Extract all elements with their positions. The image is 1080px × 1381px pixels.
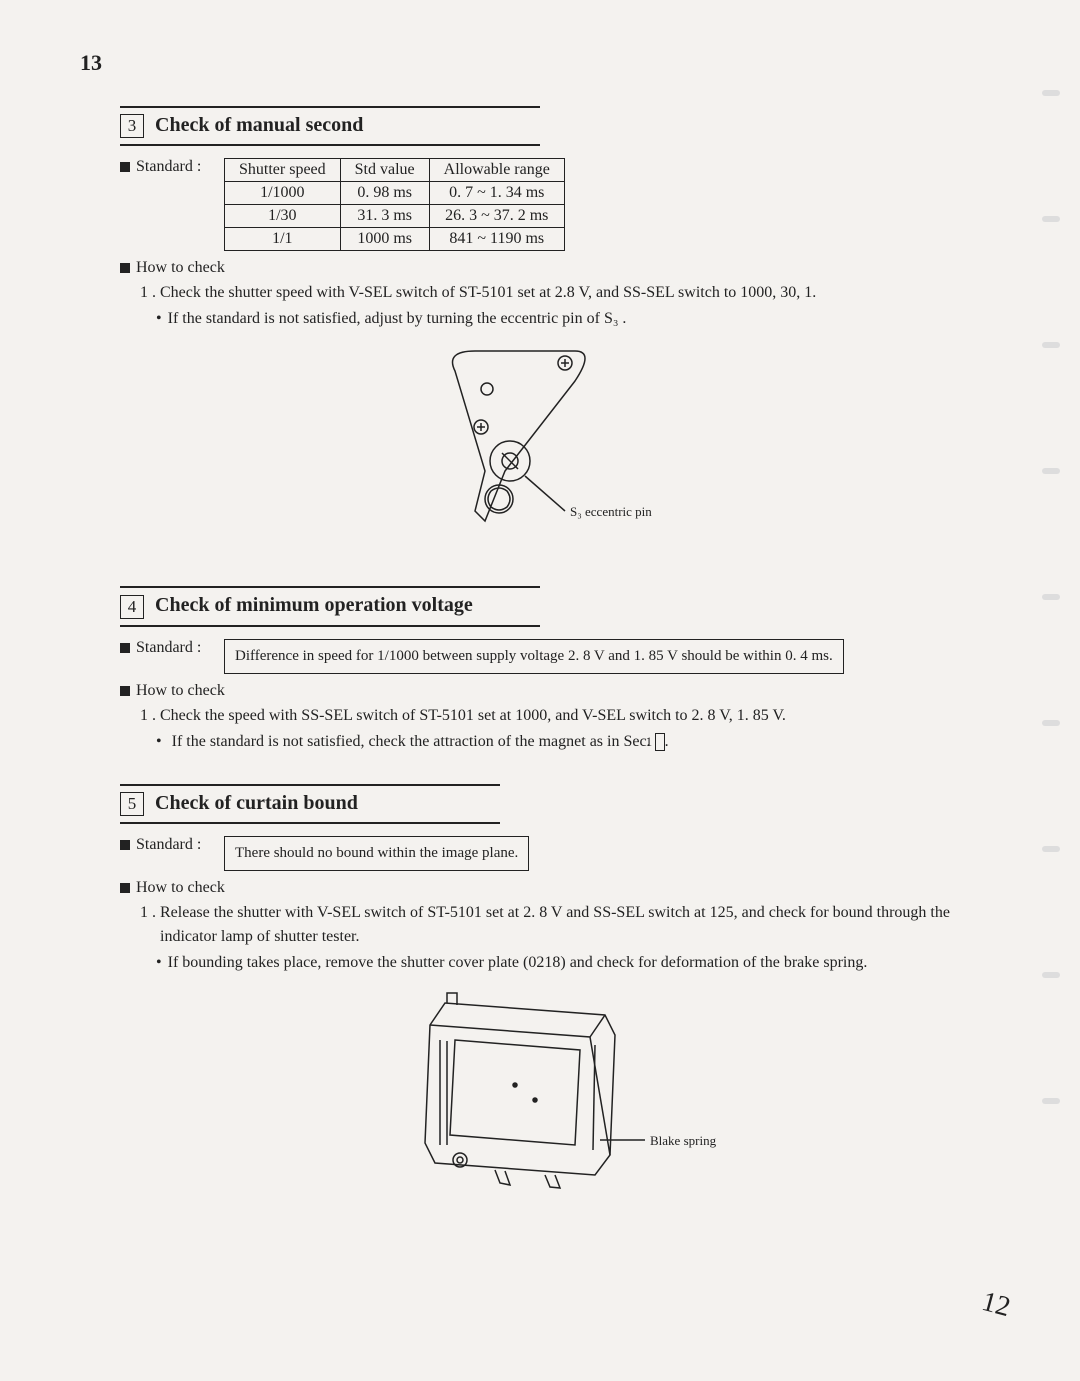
standard-box-5: There should no bound within the image p… — [224, 836, 529, 871]
standard-label-5: Standard : — [120, 836, 220, 854]
section-4-num: 4 — [120, 595, 144, 619]
th-std: Std value — [340, 159, 429, 182]
section-5: 5 Check of curtain bound Standard : Ther… — [120, 784, 990, 1210]
section-5-title: 5 Check of curtain bound — [120, 784, 500, 824]
howto-line: 1 . Release the shutter with V-SEL switc… — [160, 901, 990, 949]
howto-label-4: How to check — [120, 682, 990, 700]
section-4-title: 4 Check of minimum operation voltage — [120, 586, 540, 626]
howto-body-3: 1 . Check the shutter speed with V-SEL s… — [140, 281, 990, 331]
diagram-s3-pin: S₃ eccentric pin — [120, 341, 990, 556]
section-3-num: 3 — [120, 114, 144, 138]
howto-bullet: If bounding takes place, remove the shut… — [170, 951, 990, 975]
table-row: 1/1 1000 ms 841 ~ 1190 ms — [225, 228, 565, 251]
howto-label-5: How to check — [120, 879, 990, 897]
section-3: 3 Check of manual second Standard : Shut… — [120, 106, 990, 556]
section-3-title: 3 Check of manual second — [120, 106, 540, 146]
howto-bullet: If the standard is not satisfied, adjust… — [170, 307, 990, 331]
table-row: 1/30 31. 3 ms 26. 3 ~ 37. 2 ms — [225, 205, 565, 228]
diagram-caption-5: Blake spring — [650, 1133, 717, 1148]
page-number: 13 — [80, 50, 990, 76]
howto-line: 1 . Check the speed with SS-SEL switch o… — [160, 704, 990, 728]
howto-body-4: 1 . Check the speed with SS-SEL switch o… — [140, 704, 990, 754]
th-shutter: Shutter speed — [225, 159, 341, 182]
howto-label-3: How to check — [120, 259, 990, 277]
handwritten-page-num: 12 — [978, 1286, 1013, 1324]
diagram-brake-spring: Blake spring — [120, 985, 990, 1210]
section-3-title-text: Check of manual second — [155, 114, 363, 136]
th-range: Allowable range — [429, 159, 564, 182]
howto-body-5: 1 . Release the shutter with V-SEL switc… — [140, 901, 990, 975]
howto-bullet: If the standard is not satisfied, check … — [170, 730, 990, 754]
standard-label-3: Standard : — [120, 158, 220, 176]
section-5-title-text: Check of curtain bound — [155, 792, 358, 814]
table-row: 1/1000 0. 98 ms 0. 7 ~ 1. 34 ms — [225, 182, 565, 205]
standard-label-4: Standard : — [120, 639, 220, 657]
section-5-num: 5 — [120, 792, 144, 816]
howto-line: 1 . Check the shutter speed with V-SEL s… — [160, 281, 990, 305]
section-4: 4 Check of minimum operation voltage Sta… — [120, 586, 990, 753]
spec-table: Shutter speed Std value Allowable range … — [224, 158, 565, 251]
diagram-caption-3: S₃ eccentric pin — [570, 504, 652, 519]
section-4-title-text: Check of minimum operation voltage — [155, 594, 473, 616]
section-ref-box: 1 — [655, 733, 665, 751]
standard-box-4: Difference in speed for 1/1000 between s… — [224, 639, 844, 674]
